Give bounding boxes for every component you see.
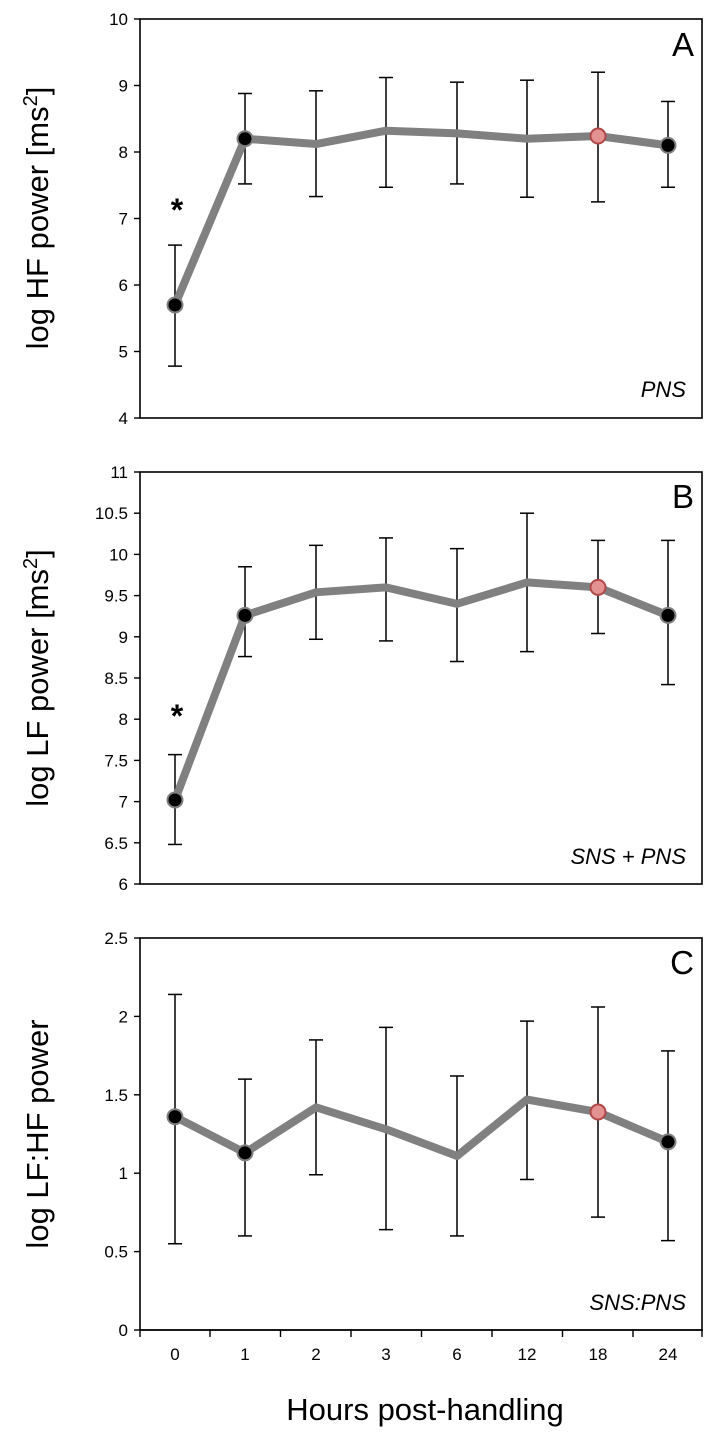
x-tick-label: 2 xyxy=(311,1345,320,1364)
y-axis-title: log HF power [ms2] xyxy=(20,87,55,350)
panel-note: SNS + PNS xyxy=(570,844,686,869)
y-tick-label: 10 xyxy=(109,10,128,29)
series-line xyxy=(171,578,672,804)
data-point xyxy=(659,136,677,154)
y-tick-label: 6 xyxy=(119,276,128,295)
x-tick-label: 3 xyxy=(381,1345,390,1364)
data-point xyxy=(659,606,677,624)
y-tick-label: 5 xyxy=(119,343,128,362)
y-tick-label: 0.5 xyxy=(104,1243,128,1262)
y-tick-label: 9 xyxy=(119,628,128,647)
y-tick-label: 8.5 xyxy=(104,669,128,688)
y-tick-label: 6 xyxy=(119,875,128,894)
y-tick-label: 9.5 xyxy=(104,587,128,606)
y-tick-label: 0 xyxy=(119,1321,128,1340)
series-line xyxy=(171,126,672,309)
shared-x-axis: 0 1 2 3 6 12 18 24 xyxy=(139,1329,703,1364)
y-tick-label: 7 xyxy=(119,210,128,229)
y-tick-label: 2.5 xyxy=(104,929,128,948)
data-point xyxy=(166,296,184,314)
data-point-highlight xyxy=(589,1103,607,1121)
x-tick-label: 1 xyxy=(240,1345,249,1364)
significance-asterisk: * xyxy=(171,192,184,228)
y-axis-title: log LF:HF power xyxy=(20,1019,55,1248)
y-tick-label: 1 xyxy=(119,1164,128,1183)
y-tick-label: 4 xyxy=(119,409,128,428)
y-axis-title: log LF power [ms2] xyxy=(20,549,55,807)
x-tick-label: 12 xyxy=(518,1345,537,1364)
plot-frame xyxy=(139,18,703,419)
data-point xyxy=(236,130,254,148)
series-line xyxy=(171,1095,672,1160)
data-point-highlight xyxy=(589,127,607,145)
data-point-highlight xyxy=(589,578,607,596)
x-tick-label: 6 xyxy=(452,1345,461,1364)
y-tick-label: 7 xyxy=(119,793,128,812)
panel-letter: A xyxy=(672,26,694,63)
y-tick-label: 10 xyxy=(109,545,128,564)
panel-c: 0 0.5 1 1.5 2 2.5 log LF:HF power C SNS:PNS xyxy=(20,929,703,1340)
panel-note: SNS:PNS xyxy=(589,1290,686,1315)
y-tick-label: 9 xyxy=(119,77,128,96)
x-axis-title: Hours post-handling xyxy=(286,1392,563,1427)
y-tick-label: 11 xyxy=(110,463,128,482)
significance-asterisk: * xyxy=(171,698,184,734)
data-point xyxy=(236,606,254,624)
panel-a: 4 5 6 7 8 9 10 log HF power [ms2] A PNS * xyxy=(20,10,703,428)
panel-letter: B xyxy=(672,478,694,515)
y-tick-label: 2 xyxy=(119,1007,128,1026)
x-tick-label: 0 xyxy=(170,1345,179,1364)
panel-b: 6 6.5 7 7.5 8 8.5 9 9.5 10 10.5 11 log LF power [ms… xyxy=(20,463,703,894)
data-point xyxy=(166,791,184,809)
y-tick-label: 8 xyxy=(119,710,128,729)
plot-frame xyxy=(139,937,703,1331)
x-tick-label: 18 xyxy=(589,1345,608,1364)
data-point xyxy=(236,1144,254,1162)
data-point xyxy=(659,1133,677,1151)
y-tick-label: 8 xyxy=(119,143,128,162)
y-tick-label: 10.5 xyxy=(95,504,128,523)
panel-letter: C xyxy=(670,944,694,981)
y-tick-label: 7.5 xyxy=(104,751,128,770)
panel-note: PNS xyxy=(641,377,687,402)
y-tick-label: 1.5 xyxy=(104,1086,128,1105)
y-tick-label: 6.5 xyxy=(104,834,128,853)
data-point xyxy=(166,1108,184,1126)
x-tick-label: 24 xyxy=(659,1345,678,1364)
